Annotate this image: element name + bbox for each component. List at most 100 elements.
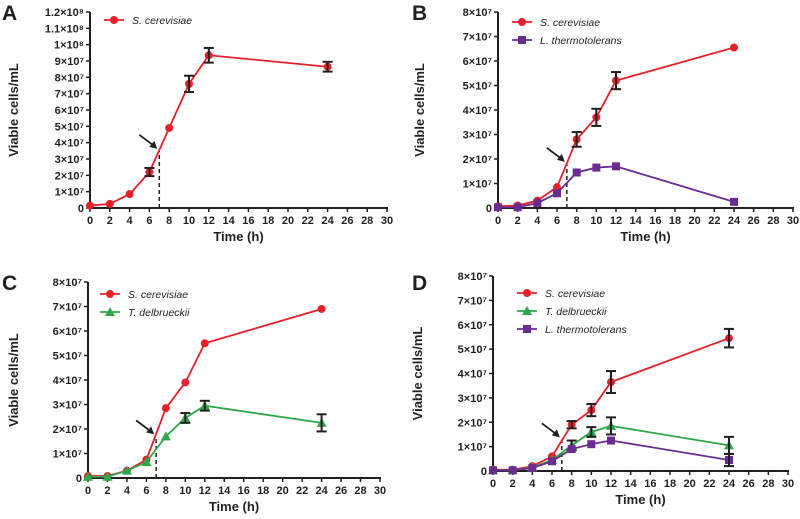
data-point	[83, 471, 93, 481]
data-point	[730, 197, 738, 206]
y-tick-label: 1×10⁷	[463, 179, 493, 191]
y-axis-title: Viable cells/mL	[6, 333, 21, 427]
legend-entry: L. thermotolerans	[517, 324, 627, 336]
data-point	[200, 339, 209, 348]
data-point	[553, 189, 561, 198]
data-point	[513, 203, 522, 212]
y-tick-label: 2×10⁷	[53, 424, 83, 436]
x-tick-label: 26	[748, 215, 760, 227]
x-tick-label: 2	[510, 478, 516, 490]
data-point	[102, 471, 113, 481]
x-tick-label: 28	[767, 215, 779, 227]
panel-label: A	[2, 2, 17, 25]
y-tick-label: 0	[76, 473, 82, 485]
y-tick-label: 1.1×10⁸	[45, 23, 84, 35]
x-tick-label: 0	[490, 478, 496, 490]
y-tick-label: 1×10⁷	[458, 442, 488, 454]
y-tick-label: 7×10⁷	[463, 32, 493, 44]
x-tick-label: 22	[703, 478, 715, 490]
x-tick-label: 16	[644, 478, 656, 490]
arrow-head	[556, 153, 565, 162]
x-tick-label: 14	[630, 215, 643, 227]
data-point	[86, 201, 94, 210]
data-point	[607, 436, 615, 445]
y-tick-label: 1×10⁷	[55, 187, 85, 199]
x-tick-label: 24	[723, 478, 736, 490]
x-tick-label: 28	[354, 485, 366, 497]
legend-entry: T. delbrueckii	[100, 307, 190, 319]
panel-a: A0 2 4 6 8 10 12 14 16 18 20 22 24 26 28 3001×10⁷2×10⁷3…	[2, 2, 393, 244]
x-tick-label: 8	[163, 485, 169, 497]
y-tick-label: 5×10⁷	[55, 121, 85, 133]
x-tick-label: 8	[569, 478, 575, 490]
x-tick-label: 16	[238, 485, 250, 497]
data-point	[121, 465, 132, 475]
y-tick-label: 3×10⁷	[458, 393, 488, 405]
y-tick-label: 2×10⁷	[458, 417, 488, 429]
data-point	[592, 163, 601, 172]
data-point	[553, 183, 561, 192]
y-tick-label: 3×10⁷	[53, 400, 83, 412]
x-tick-label: 20	[277, 485, 289, 497]
y-tick-label: 8×10⁷	[463, 7, 493, 19]
legend-entry: S. cerevisiae	[100, 289, 188, 301]
x-tick-label: 22	[302, 215, 314, 227]
error-bar	[606, 370, 616, 394]
data-point	[572, 168, 581, 177]
series-s-cerevisiae	[494, 43, 738, 211]
y-tick-label: 3×10⁷	[463, 130, 493, 142]
data-point	[730, 43, 738, 52]
data-point	[181, 378, 190, 387]
data-point	[533, 199, 542, 208]
x-tick-label: 6	[554, 215, 560, 227]
x-tick-label: 18	[257, 485, 269, 497]
legend-label: T. delbrueckii	[545, 306, 607, 318]
x-tick-label: 26	[341, 215, 353, 227]
y-tick-label: 5×10⁷	[53, 351, 83, 363]
y-axis-title: Viable cells/mL	[410, 327, 425, 421]
y-tick-label: 6×10⁷	[53, 326, 83, 338]
arrow-head	[146, 426, 155, 435]
data-point	[494, 203, 502, 212]
x-tick-label: 20	[282, 215, 294, 227]
x-tick-label: 6	[143, 485, 149, 497]
x-tick-label: 28	[762, 478, 774, 490]
arrow-icon	[541, 422, 560, 438]
x-tick-label: 24	[321, 215, 334, 227]
legend-label: L. thermotolerans	[540, 35, 622, 47]
legend-marker	[518, 18, 526, 26]
error-bar	[571, 131, 582, 148]
x-tick-label: 2	[104, 485, 110, 497]
x-tick-label: 14	[218, 485, 231, 497]
x-tick-label: 0	[87, 215, 93, 227]
y-tick-label: 4×10⁷	[463, 105, 493, 117]
error-bar	[611, 71, 621, 91]
legend-label: S. cerevisiae	[128, 289, 188, 301]
y-tick-label: 0	[78, 203, 84, 215]
error-bar	[199, 399, 210, 412]
x-tick-label: 30	[381, 215, 393, 227]
legend-label: L. thermotolerans	[545, 324, 627, 336]
x-tick-label: 6	[146, 215, 152, 227]
data-point	[587, 440, 596, 449]
x-tick-label: 4	[529, 478, 536, 490]
y-axis-title: Viable cells/mL	[412, 63, 427, 157]
x-tick-label: 4	[534, 215, 541, 227]
panel-d: D0 2 4 6 8 10 12 14 16 18 20 22 24 26 28 3001×10⁷2×10⁷3…	[410, 271, 794, 507]
x-tick-label: 0	[85, 485, 91, 497]
data-point	[125, 190, 134, 199]
error-bar	[203, 46, 214, 64]
y-tick-label: 6×10⁷	[458, 320, 488, 332]
data-point	[567, 445, 576, 454]
series-s-cerevisiae	[489, 327, 734, 474]
legend-marker	[523, 325, 531, 333]
data-point	[317, 304, 326, 313]
series-t-delbrueckii	[83, 399, 327, 481]
legend-marker	[523, 289, 531, 297]
x-tick-label: 24	[315, 485, 328, 497]
series-line	[88, 308, 322, 477]
error-bar	[606, 416, 616, 436]
legend-label: T. delbrueckii	[128, 307, 190, 319]
x-tick-label: 18	[669, 215, 681, 227]
